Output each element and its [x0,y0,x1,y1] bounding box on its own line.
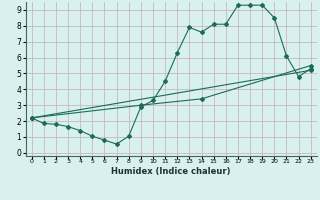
X-axis label: Humidex (Indice chaleur): Humidex (Indice chaleur) [111,167,231,176]
